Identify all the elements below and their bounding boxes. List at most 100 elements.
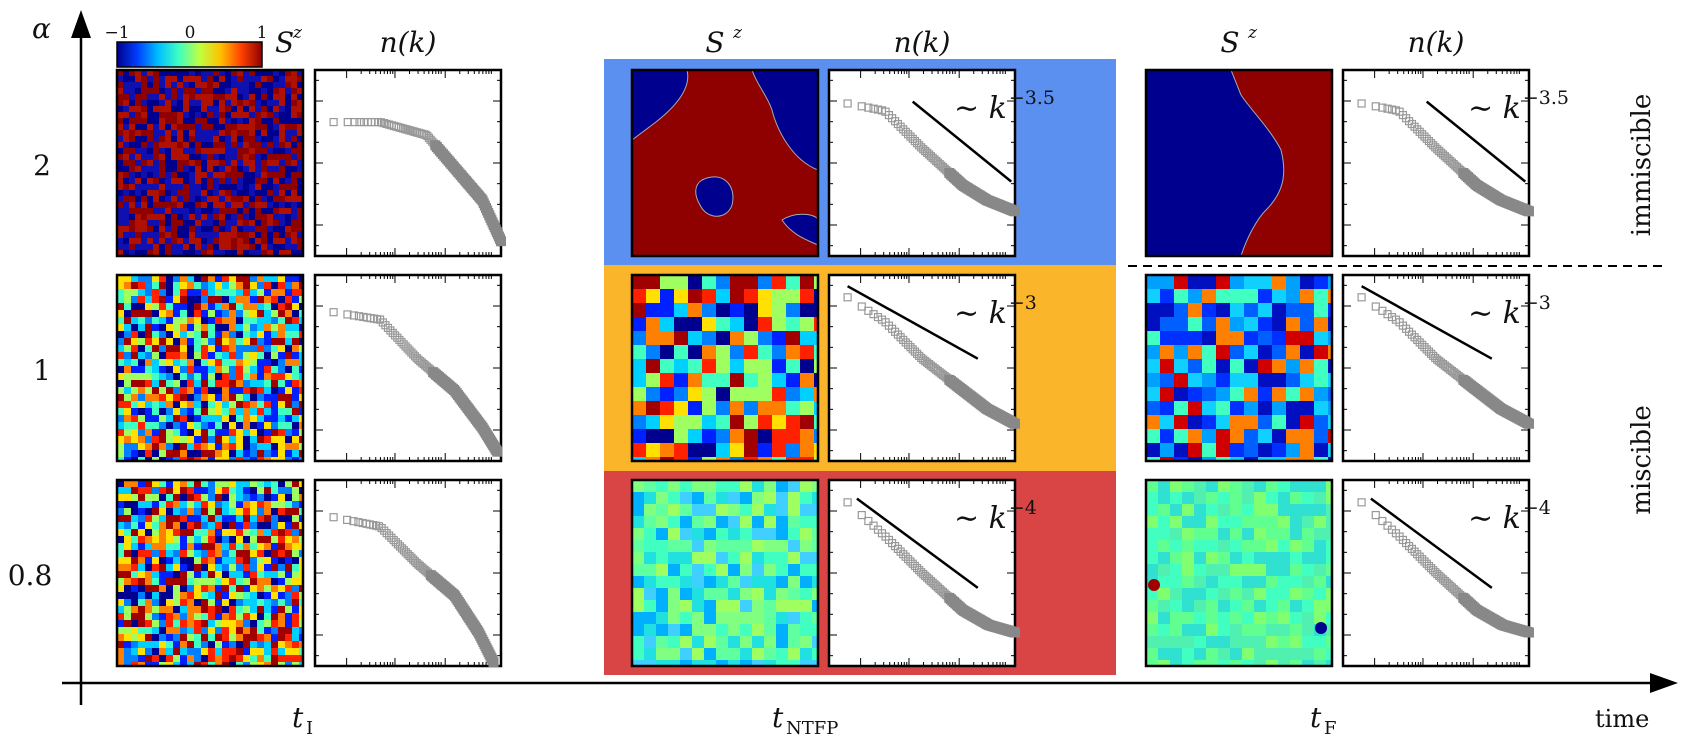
nk-marker: [354, 312, 364, 321]
nk-marker: [1524, 206, 1534, 217]
nk-marker: [843, 293, 852, 302]
nk-marker: [1415, 552, 1424, 561]
y-axis-arrow-icon: [71, 10, 91, 38]
spin-map-r1-c1: [630, 273, 820, 463]
nk-marker: [488, 657, 499, 668]
nk-marker: [381, 321, 390, 330]
nk-plot-r2-c2: ∼ k −4: [1341, 478, 1551, 668]
axes: [62, 10, 1678, 705]
nk-marker: [1427, 564, 1436, 573]
spin-map-r1-c0: [115, 273, 305, 463]
nk-marker: [386, 326, 395, 335]
alpha-value-2: 2: [33, 149, 51, 182]
nk-marker: [389, 535, 398, 545]
nk-marker: [843, 99, 852, 108]
nk-marker: [906, 343, 915, 352]
nk-plot-r1-c2: ∼ k −3: [1341, 273, 1551, 463]
colorbar-label-sup: z: [292, 23, 303, 43]
nk-marker: [1418, 340, 1427, 349]
nk-marker: [343, 515, 352, 525]
nk-marker: [893, 119, 903, 129]
nk-marker: [387, 533, 396, 542]
nk-marker: [869, 310, 878, 319]
nk-marker: [390, 331, 400, 340]
nk-plot-r0-c2: ∼ k −3.5: [1341, 68, 1569, 258]
slope-label: ∼ k: [954, 501, 1007, 536]
nk-marker: [904, 130, 913, 139]
power-law-line: [846, 285, 979, 360]
power-law-line: [1425, 100, 1527, 183]
region-label-miscible: miscible: [1627, 405, 1657, 515]
nk-marker: [1407, 330, 1417, 339]
nk-marker: [913, 564, 922, 573]
colorbar: −1 0 1 S z: [104, 23, 303, 68]
nk-marker: [1413, 335, 1422, 345]
nk-marker: [382, 529, 391, 538]
nk-marker: [843, 498, 852, 507]
nk-marker: [391, 538, 400, 547]
nk-marker: [1422, 559, 1431, 568]
colorbar-min: −1: [104, 23, 129, 43]
nk-marker: [396, 123, 406, 133]
svg-text:NTFP: NTFP: [786, 718, 838, 739]
x-axis-label: time: [1595, 705, 1649, 733]
nk-marker: [1427, 349, 1436, 358]
colorbar-max: 1: [257, 23, 268, 43]
power-law-line: [1360, 285, 1493, 360]
nk-marker: [899, 550, 908, 559]
nk-marker: [492, 446, 503, 457]
slope-label-exponent: −4: [1523, 497, 1551, 519]
power-law-line: [856, 497, 979, 589]
nk-marker: [1378, 103, 1387, 112]
panels: ∼ k −3.5 ∼ k −3.5∼ k −3 ∼ k −3∼ k −4 ∼ k −4: [115, 68, 1569, 668]
svg-text:S: S: [705, 26, 724, 59]
nk-marker: [1404, 327, 1414, 336]
colorbar-bar: [116, 41, 263, 68]
slope-label: ∼ k: [1468, 91, 1521, 126]
nk-marker: [904, 340, 913, 349]
slope-label-exponent: −3: [1523, 292, 1551, 314]
nk-marker: [1420, 132, 1429, 141]
header-nk-0: n(k): [380, 26, 437, 59]
nk-marker: [1422, 345, 1431, 354]
nk-marker: [1378, 516, 1387, 526]
svg-text:z: z: [1247, 23, 1258, 43]
nk-marker: [1407, 544, 1417, 554]
nk-marker: [908, 345, 917, 354]
nk-marker: [896, 333, 905, 342]
nk-marker: [1010, 206, 1020, 217]
spin-map-r2-c0: [115, 478, 305, 668]
svg-text:z: z: [732, 23, 743, 43]
time-label-ntfp: t NTFP: [772, 701, 838, 739]
svg-text:t: t: [1310, 701, 1322, 734]
nk-marker: [864, 103, 873, 112]
nk-marker: [908, 134, 917, 143]
header-nk-2: n(k): [1408, 26, 1465, 59]
nk-marker: [329, 308, 338, 317]
nk-marker: [906, 132, 915, 141]
nk-marker: [901, 127, 910, 136]
nk-marker: [374, 522, 384, 531]
nk-marker: [1404, 541, 1414, 551]
nk-marker: [1383, 104, 1392, 113]
nk-marker: [1413, 550, 1422, 559]
slope-label: ∼ k: [1468, 296, 1521, 331]
nk-marker: [908, 559, 917, 568]
nk-marker: [329, 117, 338, 127]
nk-marker: [355, 117, 364, 127]
nk-marker: [380, 526, 389, 535]
spin-map-r2-c2: [1144, 478, 1334, 668]
nk-marker: [349, 517, 358, 526]
nk-marker: [1422, 134, 1431, 143]
nk-marker: [1410, 547, 1419, 556]
spin-map-r1-c2: [1144, 273, 1334, 463]
nk-marker: [350, 117, 359, 127]
time-label-initial: t I: [292, 701, 313, 739]
power-law-line: [911, 100, 1013, 183]
nk-marker: [1420, 557, 1429, 566]
svg-text:t: t: [772, 701, 784, 734]
nk-marker: [890, 117, 900, 126]
x-axis-arrow-icon: [1650, 673, 1678, 693]
